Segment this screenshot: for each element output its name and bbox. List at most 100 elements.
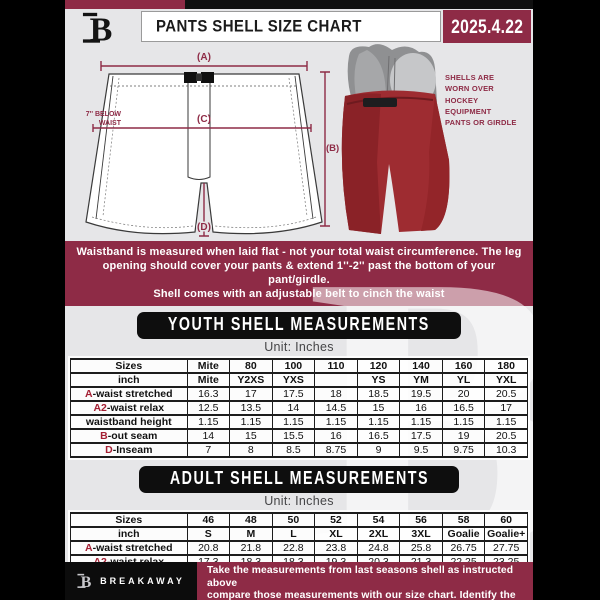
table-cell: 80 <box>229 358 273 375</box>
table-cell: 9.5 <box>399 442 443 459</box>
footer-note-line-1: Take the measurements from last seasons … <box>207 565 514 589</box>
table-cell: 16.3 <box>186 386 231 403</box>
table-cell: 2XL <box>356 526 401 543</box>
row-label: A2-waist relax <box>70 400 188 417</box>
table-cell: 27.75 <box>484 540 528 557</box>
youth-section: YOUTH SHELL MEASUREMENTS Unit: Inches Si… <box>65 306 533 461</box>
svg-text:B: B <box>90 11 113 46</box>
brand-name: BREAKAWAY <box>100 576 185 586</box>
table-cell: 110 <box>314 358 358 375</box>
table-cell: S <box>186 526 231 543</box>
table-cell: 19.5 <box>399 386 443 403</box>
table-cell: YM <box>399 372 443 389</box>
top-accent-strip <box>65 0 533 9</box>
adult-section-title: ADULT SHELL MEASUREMENTS <box>169 468 429 490</box>
table-cell: YL <box>441 372 486 389</box>
table-row: B-out seam 14 15 15.5 16 16.5 17.5 19 20.5 <box>70 428 528 445</box>
table-cell: 15.5 <box>271 428 316 445</box>
table-cell: 17 <box>484 400 528 417</box>
table-cell: YXS <box>271 372 316 389</box>
table-cell: Goalie <box>441 526 486 543</box>
belt-buckle <box>184 72 197 83</box>
table-cell: 21.8 <box>229 540 273 557</box>
diagram-section: (A) (B) (C) (D) 7'' BELOW WAIST <box>65 44 533 241</box>
table-cell: YS <box>356 372 401 389</box>
adult-section-banner: ADULT SHELL MEASUREMENTS <box>138 466 460 494</box>
row-label: D-Inseam <box>70 442 188 459</box>
table-cell: 58 <box>441 512 486 529</box>
youth-section-title: YOUTH SHELL MEASUREMENTS <box>168 314 430 336</box>
table-cell: 20.8 <box>186 540 231 557</box>
table-cell: 15 <box>356 400 401 417</box>
table-cell: 120 <box>356 358 401 375</box>
youth-section-banner: YOUTH SHELL MEASUREMENTS <box>137 312 461 340</box>
table-row: Sizes 46 48 50 52 54 56 58 60 <box>70 512 528 529</box>
table-cell: Mite <box>186 358 231 375</box>
breakaway-logo-small-icon: B <box>77 574 92 591</box>
page-title-box: PANTS SHELL SIZE CHART <box>141 11 441 42</box>
table-cell: 46 <box>186 512 231 529</box>
info-line-1: Waistband is measured when laid flat - n… <box>76 246 522 258</box>
date-badge: 2025.4.22 <box>443 10 531 43</box>
table-cell: 17 <box>229 386 273 403</box>
table-cell: 26.75 <box>441 540 486 557</box>
table-cell: 3XL <box>399 526 443 543</box>
table-cell: 16 <box>314 428 358 445</box>
table-cell: 20 <box>441 386 486 403</box>
row-label: waistband height <box>70 414 188 431</box>
page-title: PANTS SHELL SIZE CHART <box>156 16 362 37</box>
measure-label-d: (D) <box>197 222 211 233</box>
measurement-info-banner: Waistband is measured when laid flat - n… <box>65 241 533 307</box>
row-label: Sizes <box>70 358 188 375</box>
table-cell: 8.75 <box>314 442 358 459</box>
measure-label-c: (C) <box>197 114 211 125</box>
table-cell: 1.15 <box>356 414 401 431</box>
row-label: A-waist stretched <box>70 386 188 403</box>
table-cell: Mite <box>186 372 231 389</box>
table-cell: 7 <box>186 442 231 459</box>
footer-brand-block: B BREAKAWAY <box>65 562 197 600</box>
photo-caption: SHELLS ARE WORN OVER HOCKEY EQUIPMENT PA… <box>445 73 517 127</box>
svg-text:B: B <box>81 574 92 591</box>
top-strip-maroon <box>65 0 185 9</box>
table-cell: 160 <box>441 358 486 375</box>
row-label: A-waist stretched <box>70 540 188 557</box>
table-cell: 9 <box>356 442 401 459</box>
info-line-3: Shell comes with an adjustable belt to c… <box>153 288 445 301</box>
table-row: A-waist stretched 20.8 21.8 22.8 23.8 24.8 25.… <box>70 540 528 557</box>
pants-measurement-diagram: (A) (B) (C) (D) <box>85 52 339 237</box>
table-cell: 1.15 <box>484 414 528 431</box>
table-cell <box>314 372 358 389</box>
below-waist-label: 7'' BELOW WAIST <box>85 111 121 128</box>
table-cell: 12.5 <box>186 400 231 417</box>
breakaway-logo-icon: B <box>82 11 113 46</box>
table-cell: 14.5 <box>314 400 358 417</box>
table-cell: 16.5 <box>356 428 401 445</box>
row-label: Sizes <box>70 512 188 529</box>
table-cell: 1.15 <box>229 414 273 431</box>
table-cell: 17.5 <box>399 428 443 445</box>
date-text: 2025.4.22 <box>450 15 524 37</box>
table-cell: L <box>271 526 316 543</box>
table-cell: 10.3 <box>484 442 528 459</box>
measure-label-b: (B) <box>326 143 339 154</box>
youth-unit-label: Unit: Inches <box>264 340 334 355</box>
adult-unit-label: Unit: Inches <box>264 494 334 509</box>
info-line-2: opening should cover your pants & extend… <box>102 260 496 287</box>
table-cell: 140 <box>399 358 443 375</box>
table-cell: 18 <box>314 386 358 403</box>
table-cell: 25.8 <box>399 540 443 557</box>
table-cell: 8 <box>229 442 273 459</box>
table-cell: 18.5 <box>356 386 401 403</box>
table-cell: 50 <box>271 512 316 529</box>
table-cell: 52 <box>314 512 358 529</box>
shell-outline <box>85 73 323 235</box>
table-cell: 9.75 <box>441 442 486 459</box>
table-cell: 1.15 <box>441 414 486 431</box>
table-cell: 23.8 <box>314 540 358 557</box>
table-cell: 60 <box>484 512 528 529</box>
table-cell: 13.5 <box>229 400 273 417</box>
table-cell: Goalie+ <box>484 526 528 543</box>
